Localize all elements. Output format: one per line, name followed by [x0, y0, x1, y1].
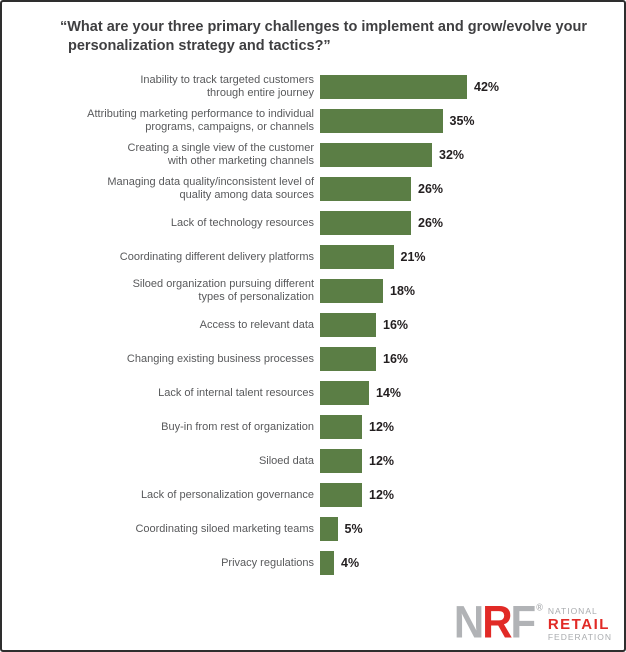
bar [320, 211, 411, 235]
category-label: Changing existing business processes [126, 352, 314, 365]
category-label: Managing data quality/inconsistent level… [107, 176, 314, 201]
bar [320, 109, 443, 133]
bar [320, 347, 376, 371]
bar [320, 143, 432, 167]
value-label: 16% [383, 352, 409, 366]
value-label: 32% [439, 148, 465, 162]
bar [320, 279, 383, 303]
bar [320, 75, 467, 99]
bar [320, 313, 376, 337]
nrf-letter-f: F [510, 596, 537, 648]
nrf-text-federation: FEDERATION [547, 631, 612, 642]
nrf-logo-letters: NRF ® [454, 599, 543, 644]
value-label: 42% [474, 80, 500, 94]
category-label: Coordinating different delivery platform… [119, 250, 314, 263]
category-label: Access to relevant data [199, 318, 314, 331]
bar [320, 245, 394, 269]
chart-row: Attributing marketing performance to ind… [2, 104, 624, 138]
chart-title: “What are your three primary challenges … [60, 18, 598, 56]
chart-title-line2: personalization strategy and tactics?” [68, 38, 331, 54]
category-label: Buy-in from rest of organization [161, 420, 314, 433]
bar [320, 551, 334, 575]
category-label: Inability to track targeted customers th… [140, 74, 314, 99]
value-label: 14% [376, 386, 402, 400]
bar [320, 177, 411, 201]
category-label: Coordinating siloed marketing teams [135, 522, 314, 535]
value-label: 26% [418, 216, 444, 230]
chart-row: Managing data quality/inconsistent level… [2, 172, 624, 206]
nrf-letter-n: N [453, 596, 484, 648]
nrf-text-retail: RETAIL [547, 615, 610, 633]
chart-row: Lack of internal talent resources 14% [2, 376, 624, 410]
value-label: 12% [369, 420, 395, 434]
value-label: 5% [344, 522, 363, 536]
chart-row: Creating a single view of the customer w… [2, 138, 624, 172]
bar-rows: Inability to track targeted customers th… [2, 70, 624, 580]
chart-row: Coordinating different delivery platform… [2, 240, 624, 274]
nrf-logo-text: NATIONAL RETAIL FEDERATION [548, 606, 612, 642]
chart-row: Privacy regulations 4% [2, 546, 624, 580]
bar [320, 381, 369, 405]
registered-trademark-icon: ® [536, 601, 543, 613]
value-label: 4% [341, 556, 360, 570]
value-label: 18% [390, 284, 416, 298]
bar [320, 483, 362, 507]
chart-row: Buy-in from rest of organization 12% [2, 410, 624, 444]
chart-row: Access to relevant data 16% [2, 308, 624, 342]
value-label: 26% [418, 182, 444, 196]
bar [320, 449, 362, 473]
bar [320, 415, 362, 439]
chart-row: Lack of personalization governance 12% [2, 478, 624, 512]
value-label: 16% [383, 318, 409, 332]
category-label: Siloed data [258, 454, 314, 467]
nrf-logo: NRF ® NATIONAL RETAIL FEDERATION [454, 599, 612, 644]
chart-row: Siloed data 12% [2, 444, 624, 478]
chart-row: Coordinating siloed marketing teams 5% [2, 512, 624, 546]
chart-row: Changing existing business processes 16% [2, 342, 624, 376]
chart-row: Siloed organization pursuing different t… [2, 274, 624, 308]
category-label: Privacy regulations [221, 556, 314, 569]
category-label: Attributing marketing performance to ind… [87, 108, 314, 133]
category-label: Siloed organization pursuing different t… [132, 278, 314, 303]
nrf-text-national: NATIONAL [547, 606, 598, 616]
bar [320, 517, 338, 541]
category-label: Lack of personalization governance [140, 488, 314, 501]
chart-row: Inability to track targeted customers th… [2, 70, 624, 104]
value-label: 12% [369, 454, 395, 468]
chart-title-line1: “What are your three primary challenges … [60, 19, 587, 35]
value-label: 21% [400, 250, 426, 264]
category-label: Lack of internal talent resources [158, 386, 314, 399]
category-label: Lack of technology resources [170, 216, 314, 229]
nrf-letter-r: R [482, 596, 512, 648]
value-label: 12% [369, 488, 395, 502]
value-label: 35% [449, 114, 475, 128]
category-label: Creating a single view of the customer w… [127, 142, 314, 167]
chart-row: Lack of technology resources 26% [2, 206, 624, 240]
